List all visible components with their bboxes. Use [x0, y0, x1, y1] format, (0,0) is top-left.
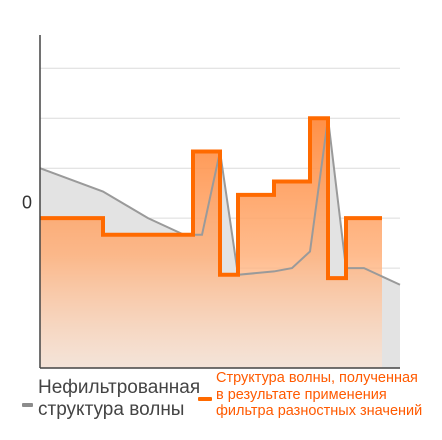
area-filtered	[40, 118, 382, 368]
legend-swatch-orange	[198, 397, 212, 401]
wave-chart: 0	[22, 35, 401, 369]
line-unfiltered	[39, 118, 401, 286]
series-layer	[39, 116, 401, 368]
legend-item-filtered: Структура волны, полученная в результате…	[198, 370, 441, 420]
line-filtered	[40, 116, 382, 281]
legend-item-unfiltered: Нефильтрованная структура волны	[22, 377, 201, 421]
legend-label-unfiltered: Нефильтрованная структура волны	[38, 377, 201, 420]
legend-swatch-gray	[22, 403, 33, 407]
legend-label-filtered: Структура волны, полученная в результате…	[216, 370, 423, 420]
y-tick-label: 0	[22, 193, 32, 213]
axes: 0	[22, 35, 400, 369]
